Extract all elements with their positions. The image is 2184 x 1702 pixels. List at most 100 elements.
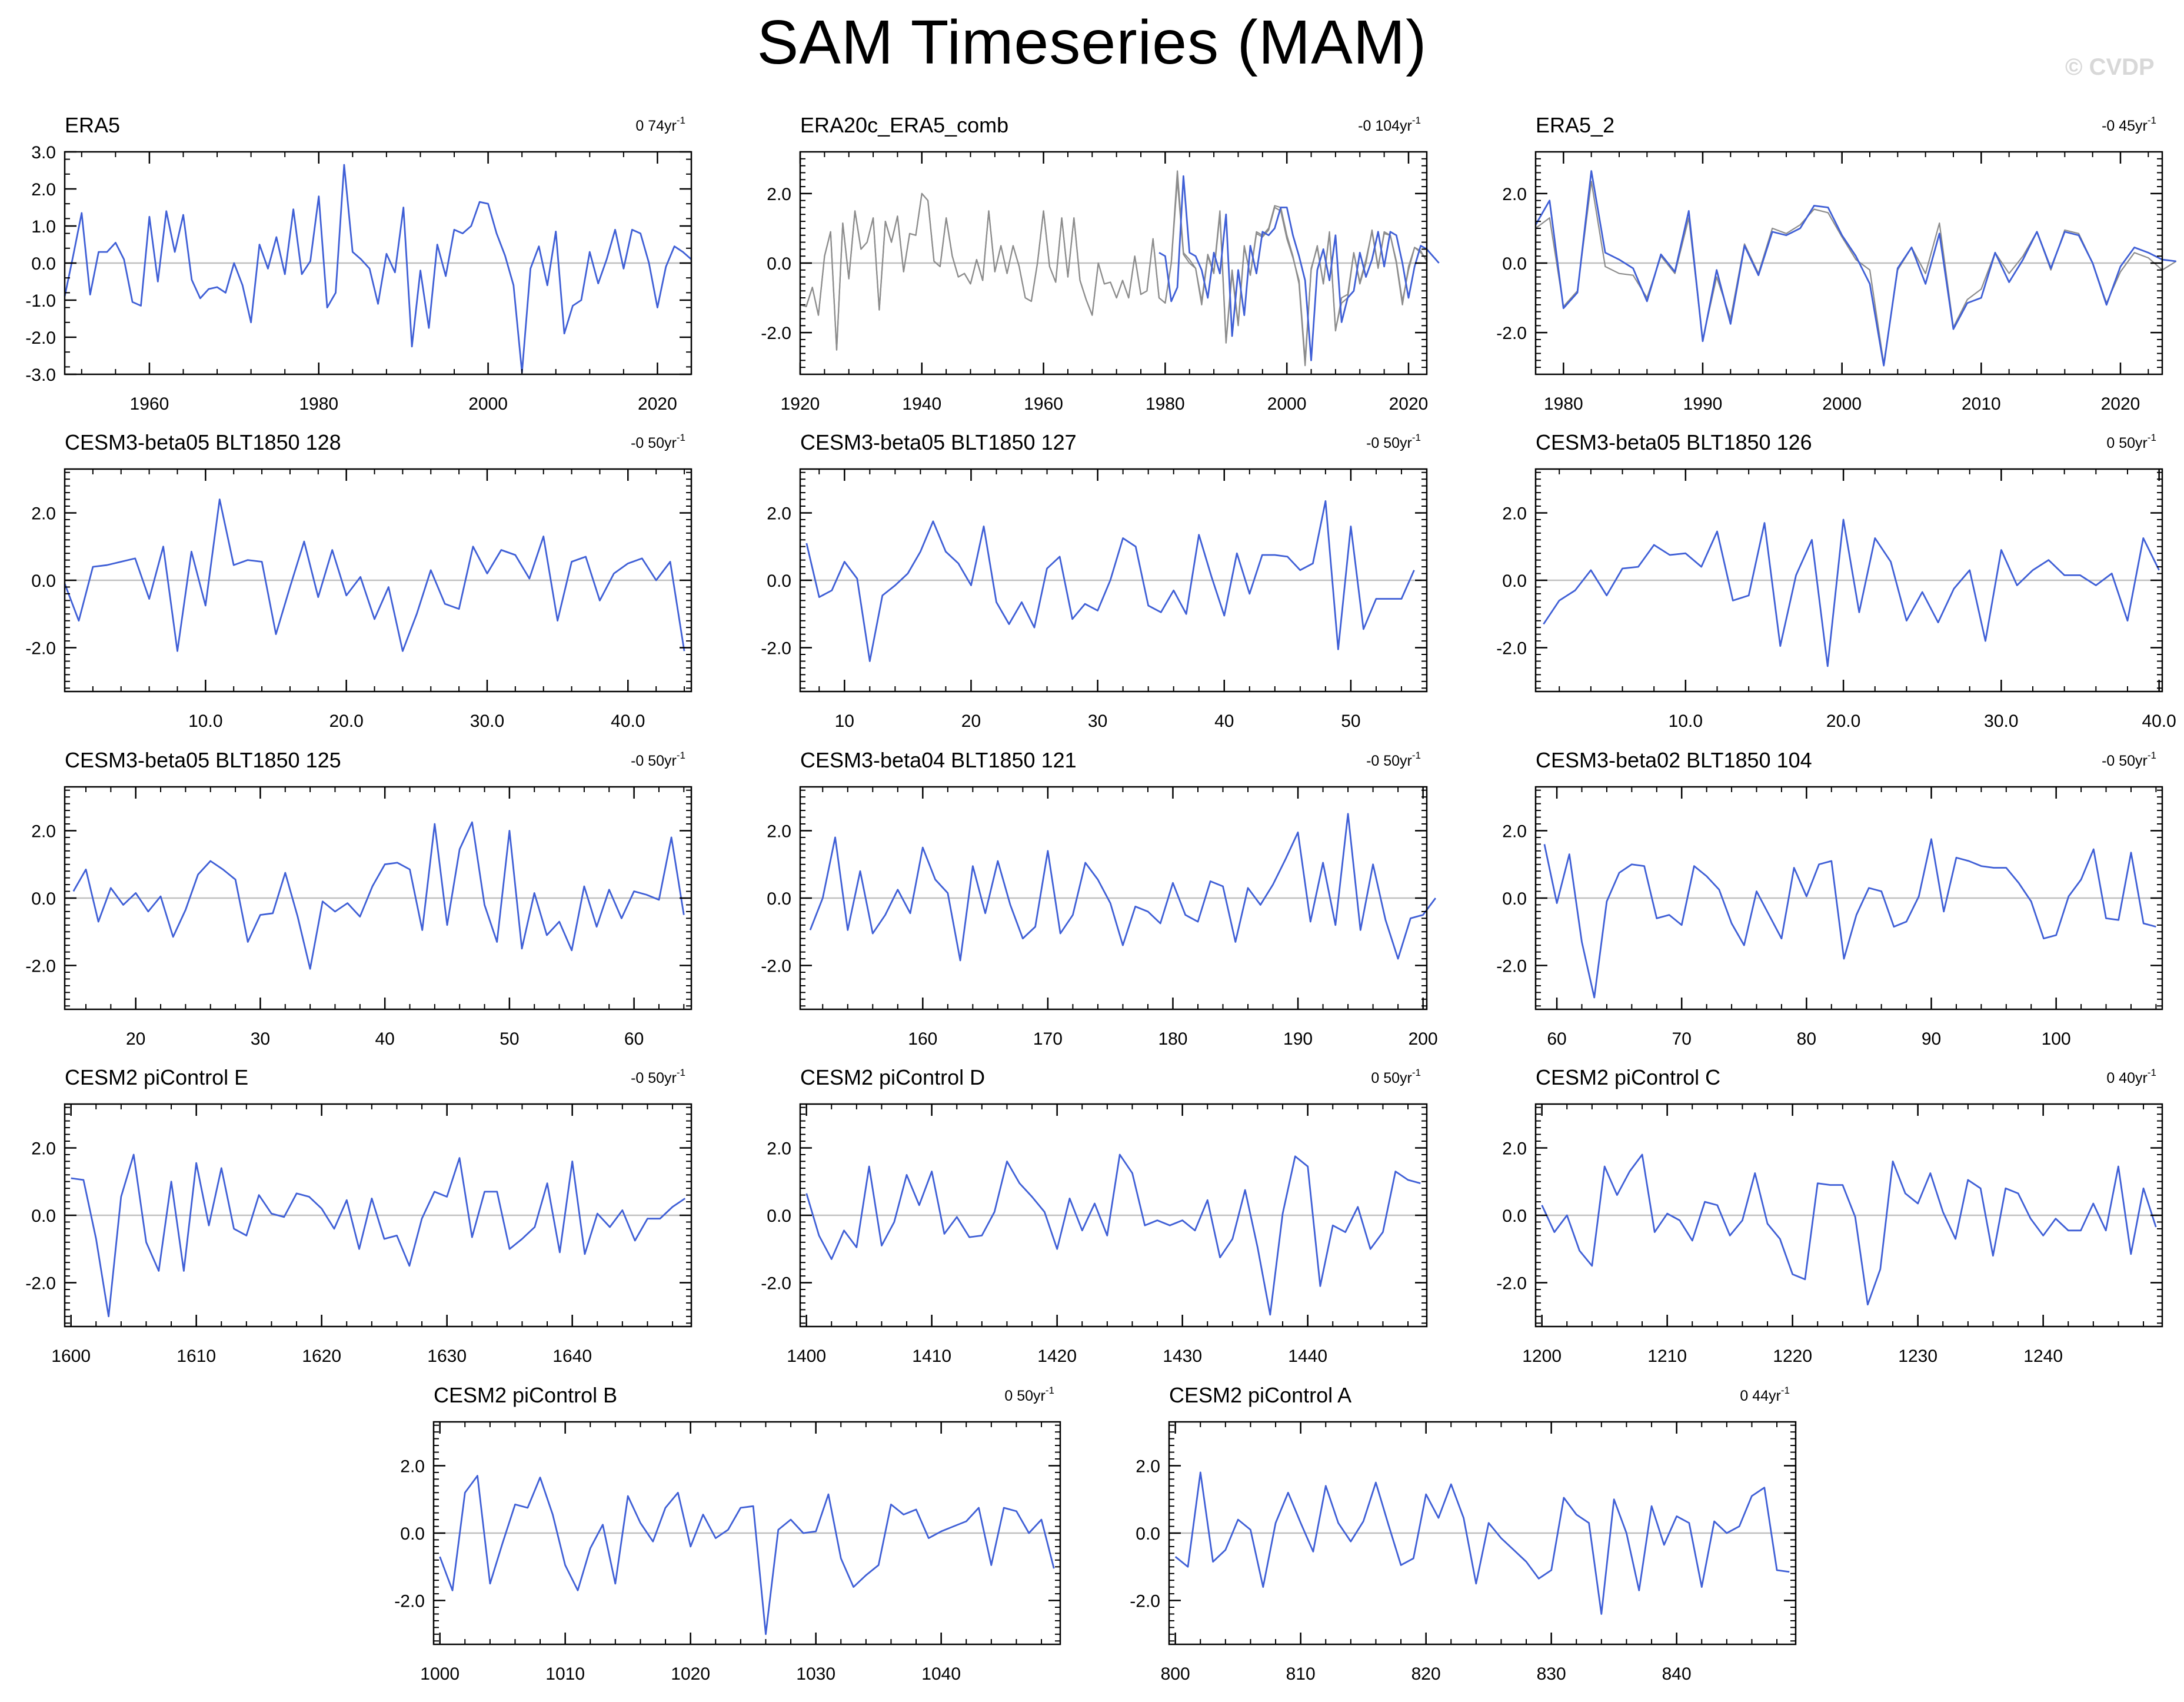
x-tick-label: 840	[1662, 1664, 1692, 1684]
x-tick-label: 1440	[1288, 1347, 1327, 1366]
y-tick-label: 2.0	[1502, 1139, 1527, 1158]
y-tick-label: -2.0	[25, 639, 56, 659]
y-tick-label: 0.0	[1502, 1206, 1527, 1226]
x-tick-label: 2010	[1962, 394, 2001, 414]
chart-panel: -2.0 0.0 2.0 10.0 20.0 30.0 40.0 CESM3-beta05 B…	[1496, 430, 2176, 731]
panel-title: ERA5	[65, 113, 120, 137]
x-tick-label: 2000	[1267, 394, 1307, 414]
trend-label: 0 40yr-1	[2106, 1067, 2156, 1086]
x-tick-label: 1960	[130, 394, 169, 414]
page-title: SAM Timeseries (MAM)	[757, 8, 1427, 77]
x-tick-label: 60	[1547, 1029, 1566, 1049]
x-tick-label: 70	[1672, 1029, 1692, 1049]
trend-unit: -1	[1046, 1385, 1054, 1396]
x-tick-label: 100	[2042, 1029, 2071, 1049]
trend-label: -0 50yr-1	[631, 432, 685, 451]
trend-unit: -1	[677, 115, 685, 126]
chart-panel: -2.0 0.0 2.0 1000 1010 1020 1030 1040 CESM2 piCo…	[394, 1383, 1061, 1684]
x-tick-label: 2020	[638, 394, 677, 414]
trend-label: 0 50yr-1	[1371, 1067, 1421, 1086]
trend-label: -0 50yr-1	[2102, 750, 2156, 769]
x-tick-label: 1230	[1898, 1347, 1937, 1366]
y-tick-label: 3.0	[31, 143, 56, 162]
series-line	[1535, 181, 2177, 365]
series-line	[439, 1475, 1055, 1635]
x-tick-label: 1980	[1146, 394, 1185, 414]
panel-title: CESM3-beta05 BLT1850 125	[65, 748, 341, 772]
x-tick-label: 20.0	[1826, 712, 1860, 731]
x-tick-label: 2020	[2101, 394, 2140, 414]
panel-title: CESM3-beta02 BLT1850 104	[1536, 748, 1812, 772]
x-tick-label: 200	[1409, 1029, 1438, 1049]
y-tick-label: -2.0	[1496, 1274, 1527, 1294]
chart-panel: -2.0 0.0 2.0 20 30 40 50 60 CESM3-beta05 BLT1850…	[25, 748, 693, 1049]
y-tick-label: 0.0	[400, 1524, 425, 1544]
chart-panel: -3.0 -2.0 -1.0 0.0 1.0 2.0 3.0 1960 1980 2000 2020…	[25, 113, 693, 414]
y-tick-label: -2.0	[25, 957, 56, 976]
x-tick-label: 1630	[427, 1347, 467, 1366]
x-tick-label: 40	[1214, 712, 1234, 731]
x-tick-label: 2020	[1389, 394, 1429, 414]
y-tick-label: 2.0	[31, 1139, 56, 1158]
panel-title: CESM3-beta04 BLT1850 121	[800, 748, 1077, 772]
y-tick-label: 2.0	[767, 185, 791, 204]
x-tick-label: 190	[1283, 1029, 1313, 1049]
trend-unit: -1	[2148, 115, 2156, 126]
series-line	[800, 179, 1427, 361]
chart-panel: -2.0 0.0 2.0 10.0 20.0 30.0 40.0 CESM3-beta05 B…	[25, 430, 693, 731]
y-tick-label: 0.0	[31, 889, 56, 909]
trend-label: -0 104yr-1	[1358, 115, 1421, 134]
y-tick-label: 0.0	[31, 1206, 56, 1226]
trend-unit: -1	[1412, 115, 1421, 126]
panel-title: CESM2 piControl D	[800, 1065, 985, 1089]
trend-label: -0 50yr-1	[631, 750, 685, 769]
y-tick-label: 0.0	[1502, 254, 1527, 274]
x-tick-label: 1200	[1522, 1347, 1562, 1366]
x-tick-label: 1420	[1037, 1347, 1077, 1366]
series-line	[809, 813, 1437, 962]
y-tick-label: -2.0	[25, 1274, 56, 1294]
y-tick-label: 0.0	[1136, 1524, 1160, 1544]
series-line	[805, 500, 1415, 662]
x-tick-label: 10.0	[1669, 712, 1703, 731]
trend-label: 0 74yr-1	[635, 115, 685, 134]
y-tick-label: -2.0	[761, 957, 791, 976]
series-line	[1543, 838, 2156, 999]
y-tick-label: -1.0	[25, 291, 56, 311]
x-tick-label: 1640	[552, 1347, 592, 1366]
x-tick-label: 1980	[1544, 394, 1583, 414]
y-tick-label: -2.0	[1496, 957, 1527, 976]
y-tick-label: 0.0	[767, 1206, 791, 1226]
x-tick-label: 810	[1286, 1664, 1316, 1684]
y-tick-label: 2.0	[31, 822, 56, 841]
trend-label: -0 50yr-1	[1366, 750, 1421, 769]
chart-panel: -2.0 0.0 2.0 1600 1610 1620 1630 1640 CESM2 piCo…	[25, 1065, 693, 1366]
x-tick-label: 80	[1797, 1029, 1816, 1049]
chart-panel: -2.0 0.0 2.0 160 170 180 190 200 CESM3-beta04 BL…	[761, 748, 1437, 1049]
x-tick-label: 40.0	[2142, 712, 2176, 731]
x-tick-label: 1960	[1024, 394, 1063, 414]
y-tick-label: 0.0	[767, 571, 791, 591]
panel-title: CESM3-beta05 BLT1850 126	[1536, 430, 1812, 454]
x-tick-label: 30.0	[470, 712, 504, 731]
x-tick-label: 800	[1161, 1664, 1190, 1684]
trend-label: -0 45yr-1	[2102, 115, 2156, 134]
x-tick-label: 2000	[468, 394, 508, 414]
chart-panel: -2.0 0.0 2.0 1920 1940 1960 1980 2000 2020 ERA20c…	[761, 113, 1440, 414]
trend-label: -0 50yr-1	[1366, 432, 1421, 451]
panel-title: CESM2 piControl E	[65, 1065, 248, 1089]
y-tick-label: -2.0	[394, 1592, 425, 1611]
y-tick-label: 2.0	[767, 822, 791, 841]
x-tick-label: 1000	[420, 1664, 460, 1684]
x-tick-label: 1240	[2023, 1347, 2063, 1366]
panel-title: CESM2 piControl C	[1536, 1065, 1720, 1089]
y-tick-label: 2.0	[400, 1457, 425, 1476]
trend-unit: -1	[677, 1067, 685, 1078]
trend-unit: -1	[2148, 1067, 2156, 1078]
trend-unit: -1	[1412, 432, 1421, 443]
chart-panel: -2.0 0.0 2.0 60 70 80 90 100 CESM3-beta02 BLT185…	[1496, 748, 2163, 1049]
series-line	[805, 1153, 1421, 1316]
y-tick-label: 2.0	[1136, 1457, 1160, 1476]
series-line	[72, 821, 685, 970]
x-tick-label: 90	[1922, 1029, 1941, 1049]
